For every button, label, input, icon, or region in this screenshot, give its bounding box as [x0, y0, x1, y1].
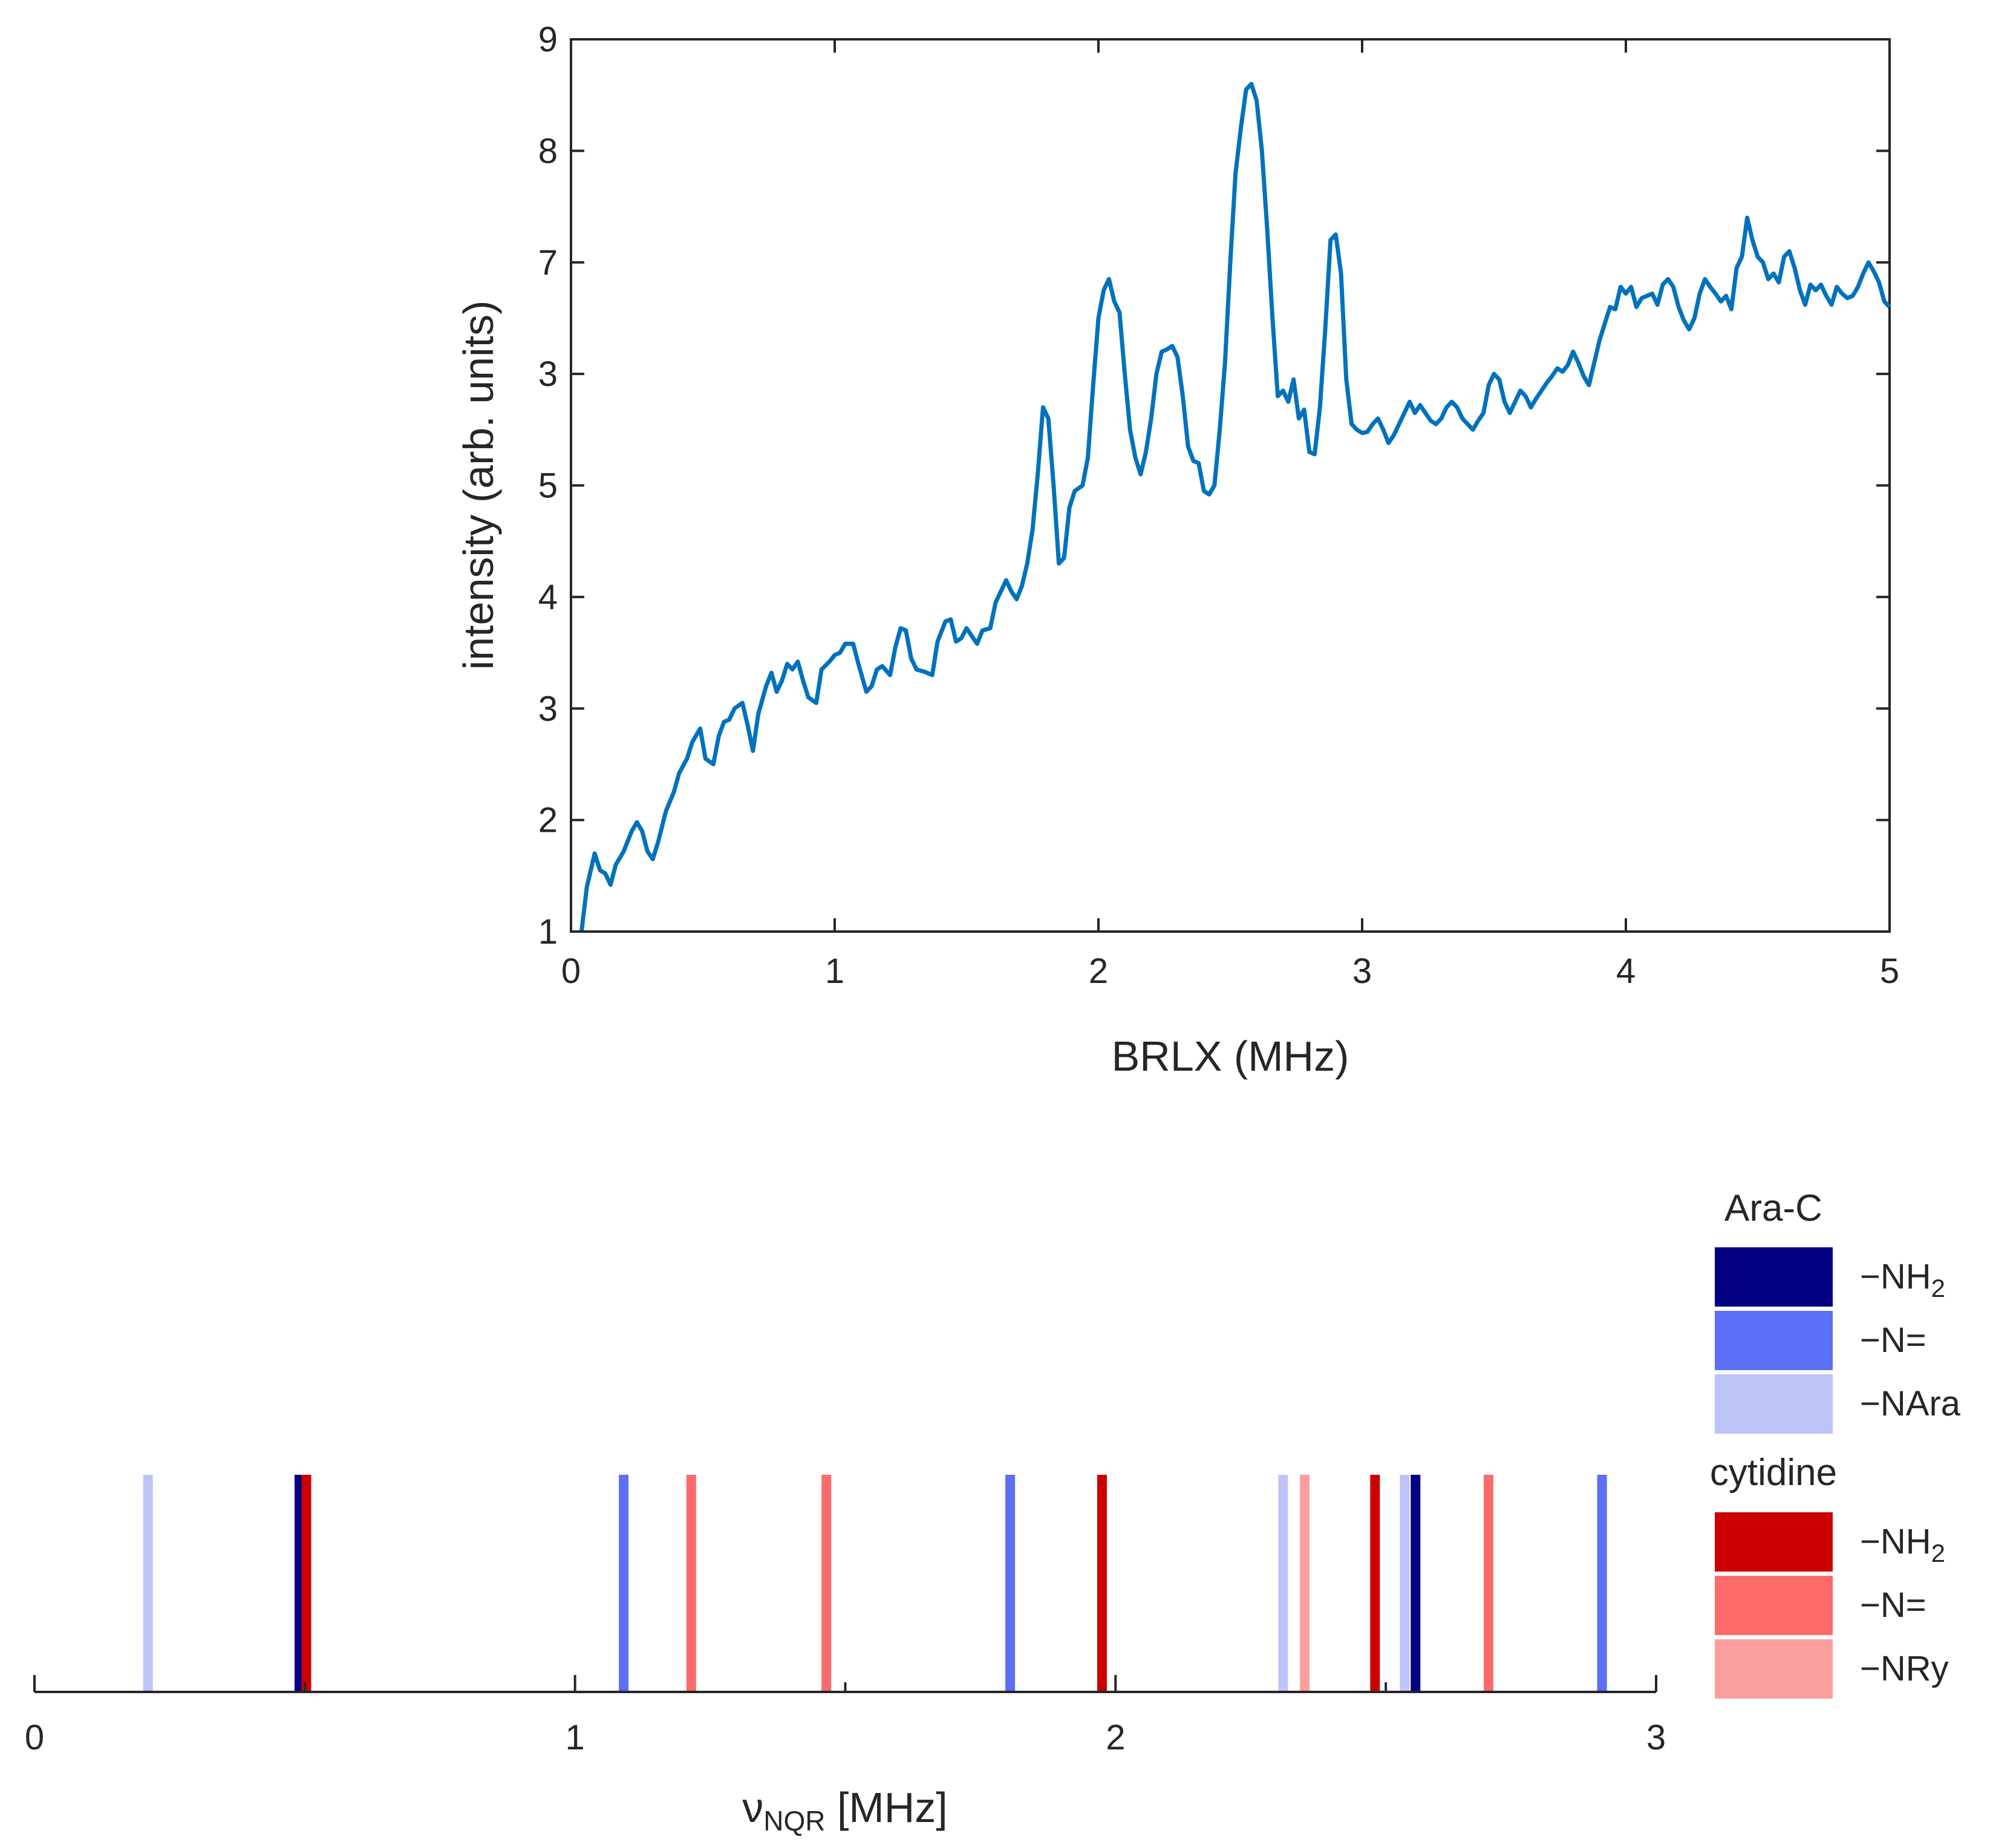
legend-label: −NH2	[1860, 1257, 1945, 1302]
nqr-ticks-group: 0 1 2 3	[25, 1675, 1666, 1757]
nqr-x-axis-title: νNQR [MHz]	[742, 1784, 947, 1837]
nqr-line	[1597, 1475, 1607, 1692]
nqr-x-axis-title-subscript: NQR	[763, 1805, 825, 1837]
nqr-line	[1005, 1475, 1016, 1692]
nqr-x-tick-label: 1	[566, 1718, 585, 1757]
spectrum-y-tick-label: 1	[538, 912, 558, 952]
legend-label-main: −NH	[1860, 1522, 1931, 1561]
spectrum-y-axis-title: intensity (arb. units)	[455, 301, 502, 670]
legend-label: −NAra	[1860, 1384, 1961, 1423]
legend-label: −N=	[1860, 1321, 1926, 1360]
nqr-line	[1278, 1475, 1288, 1692]
spectrum-series-group	[579, 82, 1891, 932]
nqr-lines-group	[143, 1475, 1607, 1692]
spectrum-y-tick-label: 2	[538, 801, 558, 840]
spectrum-x-tick-label: 1	[825, 952, 844, 991]
spectrum-x-tick-label: 4	[1616, 952, 1636, 991]
nqr-line	[1411, 1475, 1421, 1692]
legend-label-subscript: 2	[1931, 1274, 1945, 1302]
spectrum-x-tick-label: 0	[561, 952, 581, 991]
spectrum-y-tick-label: 9	[538, 20, 558, 59]
nqr-line	[1097, 1475, 1107, 1692]
legend-group-title: cytidine	[1710, 1452, 1837, 1494]
nqr-x-axis-title-unit: [MHz]	[826, 1784, 948, 1831]
legend-label: −NH2	[1860, 1522, 1945, 1567]
spectrum-y-tick-label: 3	[538, 689, 558, 728]
legend-swatch	[1715, 1576, 1833, 1635]
nqr-x-tick-label: 3	[1646, 1718, 1666, 1757]
spectrum-y-tick-label: 5	[538, 466, 558, 506]
spectrum-plot-frame	[570, 38, 1891, 933]
legend-swatch	[1715, 1512, 1833, 1572]
nqr-line	[821, 1475, 832, 1692]
spectrum-x-tick-label: 5	[1880, 952, 1899, 991]
nqr-x-tick-label: 0	[25, 1718, 44, 1757]
legend-label-main: −N=	[1860, 1321, 1926, 1360]
spectrum-line-spectrum	[579, 82, 1891, 932]
legend-swatch	[1715, 1374, 1833, 1434]
nqr-line	[301, 1475, 312, 1692]
legend-swatch	[1715, 1311, 1833, 1370]
legend-label-main: −NH	[1860, 1257, 1931, 1296]
spectrum-y-tick-label: 8	[538, 131, 558, 171]
nqr-x-axis-title-symbol: ν	[742, 1784, 763, 1831]
nqr-line	[143, 1475, 153, 1692]
nqr-line	[686, 1475, 696, 1692]
spectrum-y-tick-label: 7	[538, 243, 558, 282]
spectrum-x-axis-title: BRLX (MHz)	[1112, 1033, 1349, 1080]
legend-label-subscript: 2	[1931, 1539, 1945, 1567]
nqr-line	[1300, 1475, 1310, 1692]
spectrum-x-tick-label: 3	[1352, 952, 1372, 991]
legend-group-title: Ara-C	[1724, 1187, 1822, 1229]
nqr-line	[619, 1475, 629, 1692]
spectrum-y-tick-label: 3	[538, 354, 558, 394]
nqr-x-tick-label: 2	[1106, 1718, 1125, 1757]
nqr-line	[1400, 1475, 1410, 1692]
nqr-line	[1370, 1475, 1380, 1692]
legend-label: −NRy	[1860, 1649, 1949, 1688]
legend-label-main: −NRy	[1860, 1649, 1949, 1688]
legend-swatch	[1715, 1639, 1833, 1699]
nqr-line	[1484, 1475, 1493, 1692]
legend-label-main: −N=	[1860, 1585, 1926, 1625]
spectrum-x-tick-label: 2	[1089, 952, 1108, 991]
legend-label-main: −NAra	[1860, 1384, 1961, 1423]
legend-label: −N=	[1860, 1585, 1926, 1625]
legend-swatch	[1715, 1247, 1833, 1307]
spectrum-y-tick-label: 4	[538, 578, 558, 617]
